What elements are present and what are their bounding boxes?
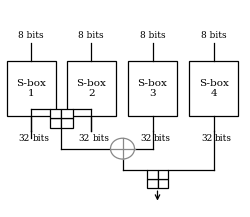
- Bar: [158, 170, 168, 179]
- Text: S-box
1: S-box 1: [16, 79, 46, 98]
- Bar: [128, 61, 177, 116]
- Text: bits: bits: [32, 134, 50, 143]
- Text: bits: bits: [92, 134, 110, 143]
- Bar: [61, 108, 72, 118]
- Text: bits: bits: [215, 134, 232, 143]
- Text: bits: bits: [154, 134, 171, 143]
- Bar: [147, 170, 158, 179]
- Bar: [50, 108, 61, 118]
- Bar: [158, 179, 168, 188]
- Text: S-box
2: S-box 2: [76, 79, 106, 98]
- Bar: [67, 61, 116, 116]
- Text: S-box
4: S-box 4: [199, 79, 229, 98]
- Text: 8 bits: 8 bits: [78, 31, 104, 40]
- Bar: [7, 61, 56, 116]
- Text: 8 bits: 8 bits: [140, 31, 165, 40]
- Bar: [50, 118, 61, 128]
- Text: 32: 32: [201, 134, 212, 143]
- Text: 8 bits: 8 bits: [18, 31, 44, 40]
- Circle shape: [110, 138, 134, 159]
- Bar: [147, 179, 158, 188]
- Text: 32: 32: [140, 134, 151, 143]
- Text: 32: 32: [79, 134, 90, 143]
- Bar: [61, 118, 72, 128]
- Text: S-box
3: S-box 3: [138, 79, 168, 98]
- Text: 8 bits: 8 bits: [201, 31, 226, 40]
- Text: 32: 32: [19, 134, 30, 143]
- Bar: [190, 61, 238, 116]
